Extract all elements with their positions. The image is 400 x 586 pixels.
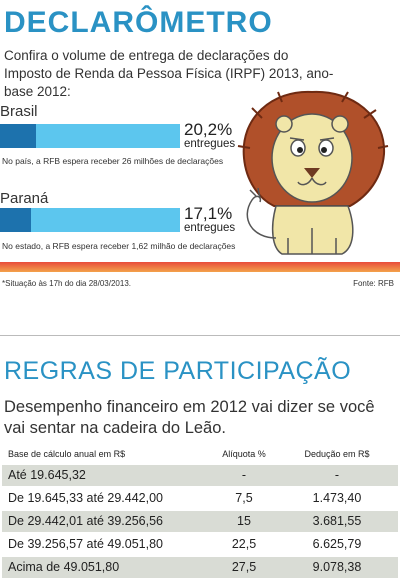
table-cell-deduction: - — [334, 468, 340, 482]
table-cell-base: De 19.645,33 até 29.442,00 — [8, 491, 163, 505]
progress-fill-parana — [0, 208, 31, 232]
divider-band — [0, 262, 400, 272]
table-cell-rate: - — [241, 468, 247, 482]
table-cell-base: Acima de 49.051,80 — [8, 560, 120, 574]
progress-bar-parana — [0, 208, 180, 232]
progress-fill-brasil — [0, 124, 37, 148]
page-title: DECLARÔMETRO — [4, 6, 273, 39]
table-row: Até 19.645,32 - - — [2, 465, 398, 486]
subtitle: Confira o volume de entrega de declaraçõ… — [4, 48, 334, 99]
rules-lead: Desempenho financeiro em 2012 vai dizer … — [4, 398, 375, 437]
source-label: Fonte: RFB — [353, 279, 394, 288]
table-cell-base: De 39.256,57 até 49.051,80 — [8, 537, 163, 551]
table-cell-base: De 29.442,01 até 39.256,56 — [8, 514, 163, 528]
table-cell-deduction: 9.078,38 — [312, 560, 362, 574]
table-row: De 39.256,57 até 49.051,80 22,5 6.625,79 — [2, 534, 398, 555]
table-cell-deduction: 3.681,55 — [312, 514, 362, 528]
table-cell-base: Até 19.645,32 — [8, 468, 86, 482]
table-row: Acima de 49.051,80 27,5 9.078,38 — [2, 557, 398, 578]
percent-sub-parana: entregues — [184, 222, 236, 234]
table-row: De 29.442,01 até 39.256,56 15 3.681,55 — [2, 511, 398, 532]
region-name-brasil: Brasil — [0, 103, 38, 120]
footnote: *Situação às 17h do dia 28/03/2013. — [2, 279, 131, 288]
percent-parana: 17,1% — [184, 204, 233, 223]
percent-brasil: 20,2% — [184, 120, 233, 139]
table-cell-deduction: 6.625,79 — [312, 537, 362, 551]
table-cell-rate: 22,5 — [231, 537, 257, 551]
region-name-parana: Paraná — [0, 190, 49, 207]
lion-illustration — [237, 90, 389, 255]
table-cell-rate: 27,5 — [231, 560, 257, 574]
table-cell-rate: 7,5 — [235, 491, 253, 505]
table-row: De 19.645,33 até 29.442,00 7,5 1.473,40 — [2, 488, 398, 509]
rules-title: REGRAS DE PARTICIPAÇÃO — [4, 357, 352, 385]
table-cell-deduction: 1.473,40 — [312, 491, 362, 505]
table-header-base: Base de cálculo anual em R$ — [8, 449, 126, 459]
progress-bar-brasil — [0, 124, 180, 148]
table-header-deduction: Dedução em R$ — [304, 449, 370, 459]
percent-sub-brasil: entregues — [184, 138, 236, 150]
note-brasil: No país, a RFB espera receber 26 milhões… — [2, 156, 224, 166]
section-divider — [0, 335, 400, 336]
table-cell-rate: 15 — [237, 514, 251, 528]
table-header-rate: Alíquota % — [222, 449, 266, 459]
note-parana: No estado, a RFB espera receber 1,62 mil… — [2, 241, 236, 251]
